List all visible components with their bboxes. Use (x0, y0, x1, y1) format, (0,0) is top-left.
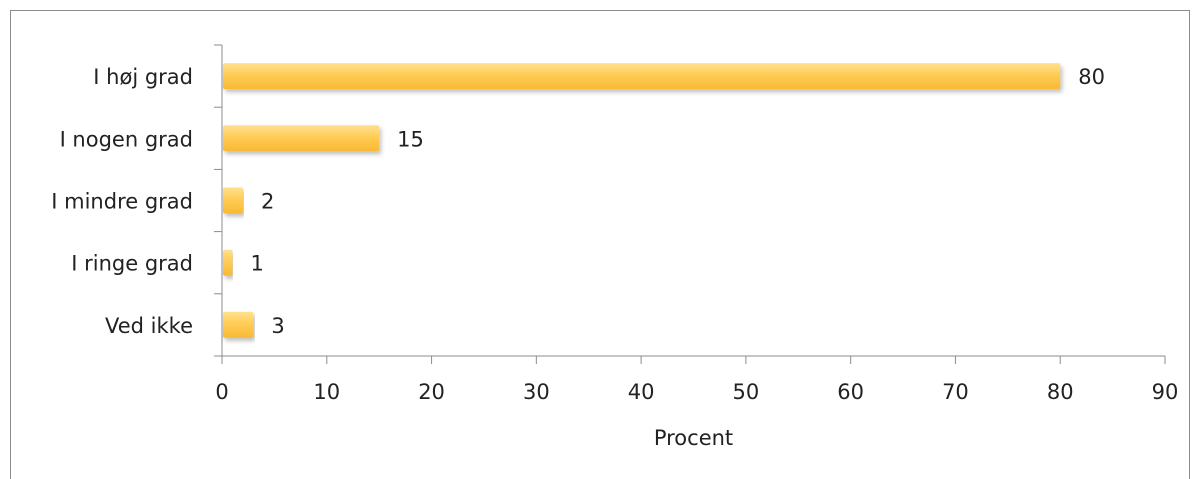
x-tick-label: 50 (733, 380, 760, 404)
labels: I høj grad 80 I nogen grad 15 I mindre grad 2… (51, 65, 1105, 338)
category-label: I høj grad (93, 65, 193, 89)
data-label: 1 (250, 252, 263, 276)
bar (223, 249, 233, 276)
category-label: I ringe grad (71, 252, 193, 276)
x-tick-label: 70 (942, 380, 969, 404)
bars (223, 63, 1061, 338)
bar (223, 311, 254, 338)
bar (223, 125, 380, 152)
x-tick-label: 10 (313, 380, 340, 404)
x-tick-label: 30 (523, 380, 550, 404)
category-label: I nogen grad (60, 127, 193, 151)
x-tick-label: 60 (837, 380, 864, 404)
category-label: I mindre grad (51, 190, 193, 214)
x-tick-label: 80 (1047, 380, 1074, 404)
category-label: Ved ikke (105, 314, 193, 338)
chart-frame (10, 10, 1190, 479)
data-label: 15 (397, 127, 424, 151)
axes: 0 10 20 30 40 50 60 70 80 90 (214, 44, 1179, 404)
x-tick-label: 40 (628, 380, 655, 404)
data-label: 80 (1078, 65, 1105, 89)
data-label: 3 (271, 314, 284, 338)
bar (223, 187, 243, 214)
data-label: 2 (261, 190, 274, 214)
x-tick-label: 90 (1152, 380, 1179, 404)
x-tick-label: 0 (215, 380, 228, 404)
bar (223, 63, 1061, 90)
x-tick-label: 20 (418, 380, 445, 404)
x-axis-title: Procent (654, 426, 733, 450)
